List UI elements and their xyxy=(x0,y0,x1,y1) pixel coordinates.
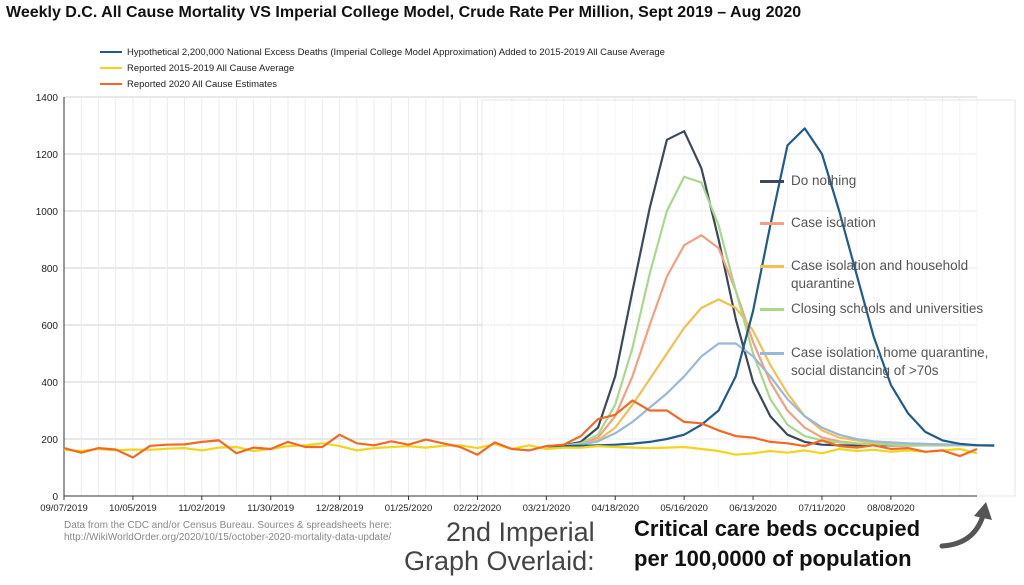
x-tick-label: 11/02/2019 xyxy=(178,503,225,514)
x-tick-label: 11/30/2019 xyxy=(247,503,294,514)
y-axis-ticks: 0 200 400 600 800 1000 1200 1400 xyxy=(36,93,59,503)
legend-swatch xyxy=(100,83,122,85)
y-tick-label: 1000 xyxy=(36,207,59,218)
callout-line: per 100,0000 of population xyxy=(634,546,912,571)
overlay-swatch xyxy=(760,308,784,311)
y-tick-label: 0 xyxy=(52,492,58,503)
x-tick-label: 05/16/2020 xyxy=(660,503,708,514)
overlay-caption: 2nd Imperial Graph Overlaid: xyxy=(404,518,595,576)
overlay-legend-item: Do nothing xyxy=(760,172,991,190)
chart-legend: Hypothetical 2,200,000 National Excess D… xyxy=(100,44,665,92)
overlay-swatch xyxy=(760,180,784,183)
y-tick-label: 600 xyxy=(41,321,58,332)
overlay-panel xyxy=(481,99,1016,497)
overlay-graph xyxy=(481,99,1016,497)
legend-item: Reported 2015-2019 All Cause Average xyxy=(100,60,665,76)
y-tick-label: 1200 xyxy=(36,150,59,161)
overlay-callout: Critical care beds occupied per 100,0000… xyxy=(634,514,920,574)
x-tick-label: 03/21/2020 xyxy=(523,503,571,514)
y-tick-label: 200 xyxy=(41,435,58,446)
overlay-swatch xyxy=(760,265,784,268)
x-tick-label: 10/05/2019 xyxy=(109,503,157,514)
overlay-legend-item: Closing schools and universities xyxy=(760,300,991,318)
series-line xyxy=(546,127,995,448)
legend-item: Reported 2020 All Cause Estimates xyxy=(100,76,665,92)
legend-label: Hypothetical 2,200,000 National Excess D… xyxy=(127,46,665,58)
x-tick-label: 02/22/2020 xyxy=(454,503,502,514)
curved-arrow-icon xyxy=(939,502,992,549)
legend-item: Hypothetical 2,200,000 National Excess D… xyxy=(100,44,665,60)
x-tick-label: 04/18/2020 xyxy=(591,503,639,514)
y-tick-label: 400 xyxy=(41,378,58,389)
x-tick-label: 01/25/2020 xyxy=(385,503,433,514)
overlay-swatch xyxy=(760,222,784,225)
overlay-legend-item: Case isolation and household quarantine xyxy=(760,257,991,293)
caption-line: 2nd Imperial xyxy=(446,517,595,547)
x-tick-label: 06/13/2020 xyxy=(729,503,777,514)
x-tick-label: 07/11/2020 xyxy=(799,503,846,514)
series-line xyxy=(63,442,978,456)
source-line: Data from the CDC and/or Census Bureau. … xyxy=(64,520,392,531)
legend-label: Reported 2020 All Cause Estimates xyxy=(127,78,277,90)
x-tick-label: 08/08/2020 xyxy=(867,503,915,514)
x-tick-label: 12/28/2019 xyxy=(316,503,364,514)
overlay-legend-label: Closing schools and universities xyxy=(791,301,984,316)
axes xyxy=(63,97,977,497)
caption-line: Graph Overlaid: xyxy=(404,546,595,576)
y-tick-label: 800 xyxy=(41,264,58,275)
legend-swatch xyxy=(100,51,122,53)
overlay-legend-item: Case isolation xyxy=(760,214,991,232)
series-line xyxy=(63,399,978,459)
overlay-line xyxy=(546,175,995,448)
overlay-legend-label: Do nothing xyxy=(791,173,857,188)
callout-line: Critical care beds occupied xyxy=(634,516,921,541)
legend-swatch xyxy=(100,67,122,69)
overlay-legend-label: Case isolation and household quarantine xyxy=(791,258,969,291)
y-tick-label: 1400 xyxy=(36,93,59,104)
x-axis-ticks: 09/07/2019 10/05/2019 11/02/2019 11/30/2019… xyxy=(40,496,915,514)
chart-title: Weekly D.C. All Cause Mortality VS Imper… xyxy=(6,4,802,21)
legend-label: Reported 2015-2019 All Cause Average xyxy=(127,62,295,74)
overlay-swatch xyxy=(760,352,784,355)
source-url[interactable]: http://WikiWorldOrder.org/2020/10/15/oct… xyxy=(64,532,392,543)
overlay-legend-label: Case isolation xyxy=(791,215,876,230)
x-tick-label: 09/07/2019 xyxy=(40,503,88,514)
overlay-line xyxy=(546,342,995,448)
overlay-legend-label: Case isolation, home quarantine, social … xyxy=(791,345,989,378)
source-note: Data from the CDC and/or Census Bureau. … xyxy=(64,520,392,544)
overlay-legend-item: Case isolation, home quarantine, social … xyxy=(760,344,991,380)
series-lines xyxy=(63,127,995,459)
